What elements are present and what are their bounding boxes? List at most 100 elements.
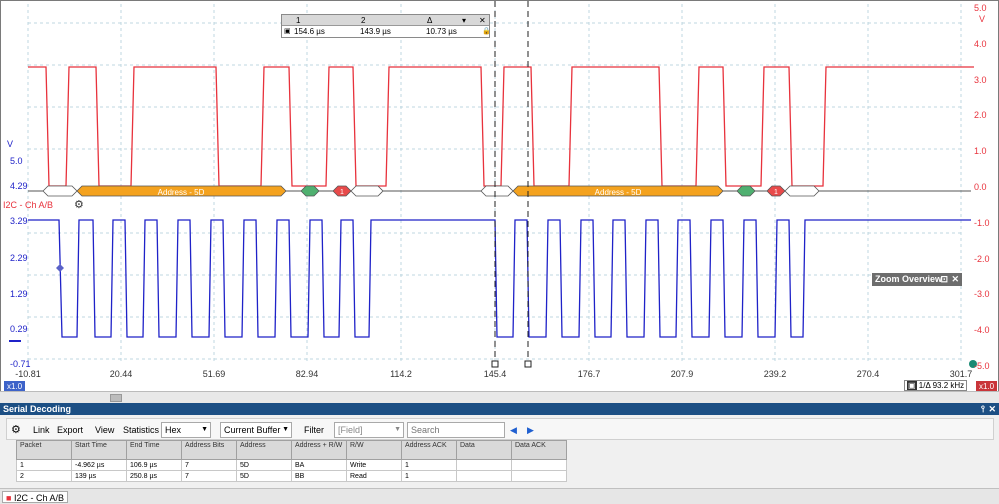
left-axis-tick: 4.29 [10,181,28,191]
settings-gear-icon[interactable]: ⚙ [11,424,21,436]
view-button[interactable]: View [95,425,115,435]
decode-badge-label: 1 [340,189,344,196]
statistics-button[interactable]: Statistics [123,425,160,435]
decode-stop-marker [784,185,820,197]
search-input[interactable] [407,422,505,438]
frequency-value: 93.2 kHz [932,381,965,390]
filter-button[interactable]: Filter [304,425,324,435]
restore-icon[interactable]: ⊡ [940,274,948,284]
table-row[interactable]: 1 -4.962 µs 106.9 µs 7 5D BA Write 1 [16,459,567,471]
x-axis-tick: 301.7 [949,369,973,379]
channel-settings-gear-icon[interactable]: ⚙ [74,199,84,211]
column-header[interactable]: Start Time [71,440,127,460]
status-tab[interactable]: ■ I2C - Ch A/B [2,491,68,503]
decode-address-packet [76,185,287,197]
x-axis-tick: 114.2 [390,369,412,379]
ruler-marker [969,360,977,368]
link-button[interactable]: Link [33,425,50,435]
table-cell: 1 [16,459,72,471]
channel-b-waveform [28,219,971,338]
x-axis-tick: 51.69 [202,369,226,379]
decode-start-marker [480,185,514,197]
close-icon[interactable]: ✕ [988,404,996,414]
cursor-1-header: 1 [296,16,301,25]
panel-title-bar: Serial Decoding ⫯ ✕ [0,403,999,415]
right-axis-tick: -5.0 [974,361,990,371]
close-icon[interactable]: ✕ [951,274,959,284]
table-cell: 139 µs [71,470,127,482]
column-header[interactable]: Data [456,440,512,460]
buffer-value: Current Buffer [224,425,281,435]
left-axis-tick: 1.29 [10,289,28,299]
table-body: 1 -4.962 µs 106.9 µs 7 5D BA Write 1 2 139 µs 250.… [16,459,567,482]
channel-color-icon: ■ [6,493,12,503]
right-axis-unit: V [979,14,986,24]
left-axis-tick: -0.71 [10,359,31,369]
x-axis-tick: -10.81 [15,369,41,379]
decode-ack-marker [736,185,756,197]
table-row[interactable]: 2 139 µs 250.8 µs 7 5D BB Read 1 [16,470,567,482]
delta-value: 10.73 µs [426,27,457,36]
pin-icon[interactable]: ▾ [462,16,467,25]
field-select[interactable]: [Field] ▼ [334,422,404,438]
table-cell: 7 [181,470,237,482]
delta-header: Δ [427,16,433,25]
chevron-down-icon: ▼ [282,426,289,433]
right-axis-tick: -1.0 [974,217,990,228]
trigger-marker [56,264,64,272]
table-cell: 5D [236,470,292,482]
zoom-overview-header[interactable]: Zoom Overview ⊡ ✕ [872,273,962,286]
column-header[interactable]: Address Bits [181,440,237,460]
column-header[interactable]: R/W [346,440,402,460]
decode-address-packet [512,185,724,197]
table-cell: Read [346,470,402,482]
oscilloscope-view[interactable]: Address - 5D Address - 5D 1 1 V V 5.0 4.29 3.… [0,0,999,400]
lock-icon[interactable]: 🔒 [482,28,491,35]
frequency-prefix: 1/Δ [918,381,931,390]
table-cell: BA [291,459,347,471]
horizontal-scrollbar[interactable] [0,391,999,403]
right-axis-tick: -2.0 [974,253,990,264]
column-header[interactable]: Data ACK [511,440,567,460]
column-header[interactable]: Address [236,440,292,460]
table-cell: Write [346,459,402,471]
cursor-2-handle [524,360,532,368]
pin-icon[interactable]: ⫯ [981,404,985,414]
table-header-row: Packet Start Time End Time Address Bits Addr… [16,440,567,460]
left-axis-tick: 5.0 [10,156,23,166]
table-cell: 7 [181,459,237,471]
table-cell: 1 [401,459,457,471]
table-cell: 2 [16,470,72,482]
format-select[interactable]: Hex ▼ [161,422,211,438]
right-axis-tick: 5.0 [974,3,987,13]
chevron-down-icon: ▼ [394,426,401,433]
waveform-plot[interactable]: Address - 5D Address - 5D 1 1 [1,1,999,401]
cursor-readout-panel[interactable]: 1 2 Δ ▾ ✕ ▣ 154.6 µs 143.9 µs 10.73 µs 🔒 [281,14,491,38]
table-cell: 106.9 µs [126,459,182,471]
column-header[interactable]: End Time [126,440,182,460]
left-axis-unit: V [7,139,14,149]
zoom-overview-title: Zoom Overview [875,274,943,284]
scrollbar-thumb[interactable] [110,394,122,402]
x-axis-tick: 207.9 [670,369,694,379]
column-header[interactable]: Packet [16,440,72,460]
right-axis-tick: 0.0 [974,182,987,192]
table-cell: BB [291,470,347,482]
channel-a-waveform [28,66,974,187]
next-arrow-icon[interactable]: ▶ [527,425,534,435]
right-axis-tick: -3.0 [974,289,990,300]
panel-title: Serial Decoding [3,404,72,414]
frequency-readout[interactable]: ▣ 1/Δ 93.2 kHz [904,380,968,391]
column-header[interactable]: Address ACK [401,440,457,460]
table-cell [456,459,512,471]
x-axis-tick: 239.2 [763,369,787,379]
cursor-1-handle [491,360,499,368]
previous-arrow-icon[interactable]: ◀ [510,425,517,435]
close-icon[interactable]: ✕ [479,16,486,25]
cursor-2-header: 2 [361,16,366,25]
decode-ack-marker [300,185,320,197]
x-axis-tick: 176.7 [577,369,601,379]
buffer-select[interactable]: Current Buffer ▼ [220,422,292,438]
export-button[interactable]: Export [57,425,84,435]
column-header[interactable]: Address + R/W [291,440,347,460]
